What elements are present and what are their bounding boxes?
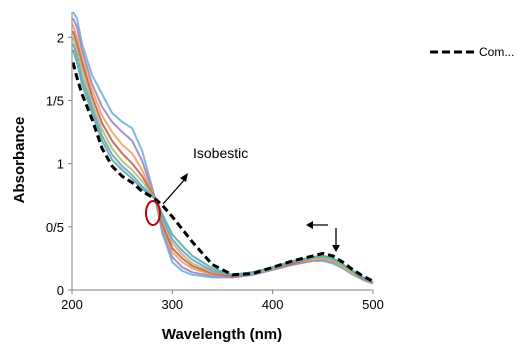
axes [71, 12, 373, 291]
tick-labels: 200 300 400 500 0 0/5 1 1/5 2 [46, 30, 384, 312]
x-tick-label: 500 [362, 297, 384, 312]
isobestic-arrow [162, 177, 187, 205]
series-line-1 [72, 11, 374, 285]
series-line-reference [71, 62, 374, 283]
shift-left-arrow-head [306, 221, 313, 229]
series-line-5 [72, 36, 374, 284]
legend: Com... [430, 45, 514, 59]
isobestic-arrow-head [180, 173, 188, 182]
isobestic-label: Isobestic [193, 145, 248, 161]
y-tick-label: 1/5 [46, 93, 64, 108]
shift-down-arrow-head [332, 245, 340, 252]
x-tick-label: 400 [262, 297, 284, 312]
x-axis-title: Wavelength (nm) [162, 326, 282, 343]
series-line-7 [72, 49, 374, 284]
y-tick-label: 0 [57, 283, 64, 298]
legend-label: Com... [479, 45, 514, 59]
y-tick-label: 0/5 [46, 220, 64, 235]
series-lines [71, 11, 374, 285]
series-line-6 [72, 43, 374, 284]
isobestic-point-marker [145, 200, 161, 226]
y-tick-label: 2 [57, 30, 64, 45]
series-line-3 [72, 24, 374, 285]
y-tick-label: 1 [57, 157, 64, 172]
x-tick-label: 300 [161, 297, 183, 312]
series-line-2 [72, 17, 374, 285]
x-tick-label: 200 [61, 297, 83, 312]
y-axis-title: Absorbance [11, 117, 28, 204]
